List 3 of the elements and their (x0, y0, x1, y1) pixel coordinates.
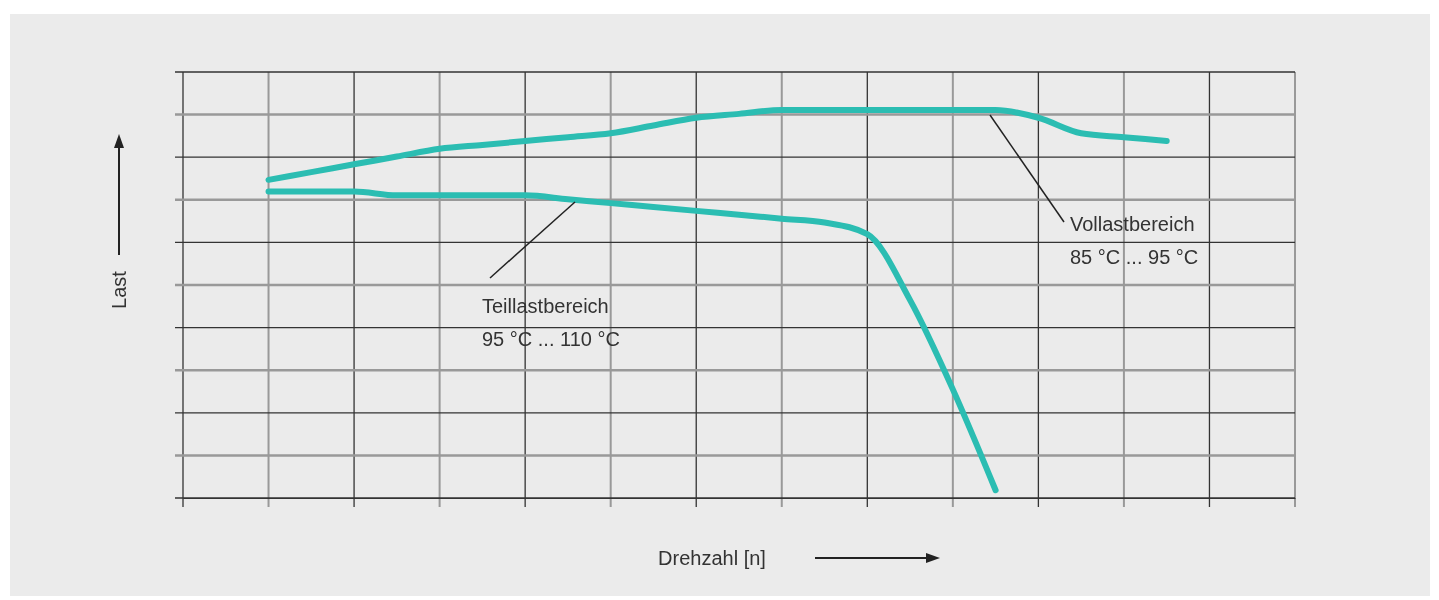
y-axis-title: Last (108, 270, 130, 309)
annotation: Vollastbereich 85 °C ... 95 °C (1070, 213, 1199, 268)
x-axis-title: Drehzahl [n] (658, 547, 766, 569)
